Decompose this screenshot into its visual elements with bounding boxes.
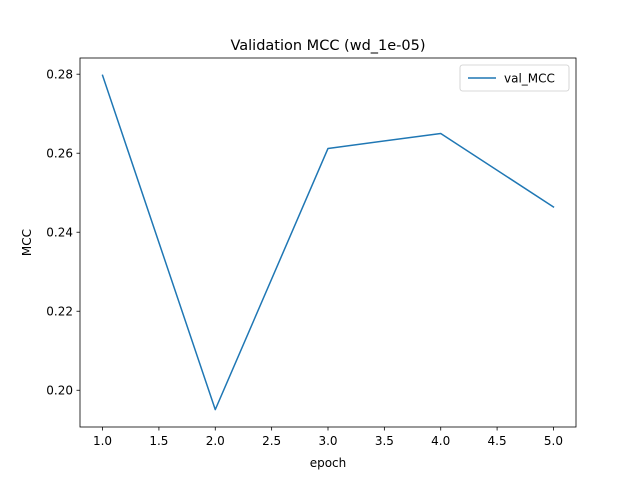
x-tick-label: 3.5 (375, 434, 394, 448)
y-tick-label: 0.20 (46, 384, 73, 398)
x-tick-label: 5.0 (544, 434, 563, 448)
x-tick-label: 4.5 (488, 434, 507, 448)
x-tick-label: 2.0 (206, 434, 225, 448)
y-tick-label: 0.24 (46, 226, 73, 240)
y-axis-title: MCC (20, 229, 34, 256)
x-tick-label: 1.5 (149, 434, 168, 448)
legend-label: val_MCC (504, 71, 555, 85)
y-tick-label: 0.28 (46, 67, 73, 81)
legend: val_MCC (459, 64, 570, 92)
series-layer (101, 74, 555, 411)
x-tick-label: 4.0 (431, 434, 450, 448)
x-tick-label: 1.0 (93, 434, 112, 448)
y-tick-label: 0.26 (46, 147, 73, 161)
x-axis-title: epoch (310, 456, 347, 470)
series-line-val_MCC (101, 74, 555, 411)
x-tick-label: 2.5 (262, 434, 281, 448)
y-tick-label: 0.22 (46, 305, 73, 319)
chart-title: Validation MCC (wd_1e-05) (230, 38, 425, 54)
y-axis: 0.20 0.22 0.24 0.26 0.28 (46, 67, 80, 398)
x-tick-label: 3.0 (318, 434, 337, 448)
x-axis: 1.0 1.5 2.0 2.5 3.0 3.5 4.0 4.5 5.0 (93, 427, 563, 448)
legend-box (459, 64, 570, 92)
